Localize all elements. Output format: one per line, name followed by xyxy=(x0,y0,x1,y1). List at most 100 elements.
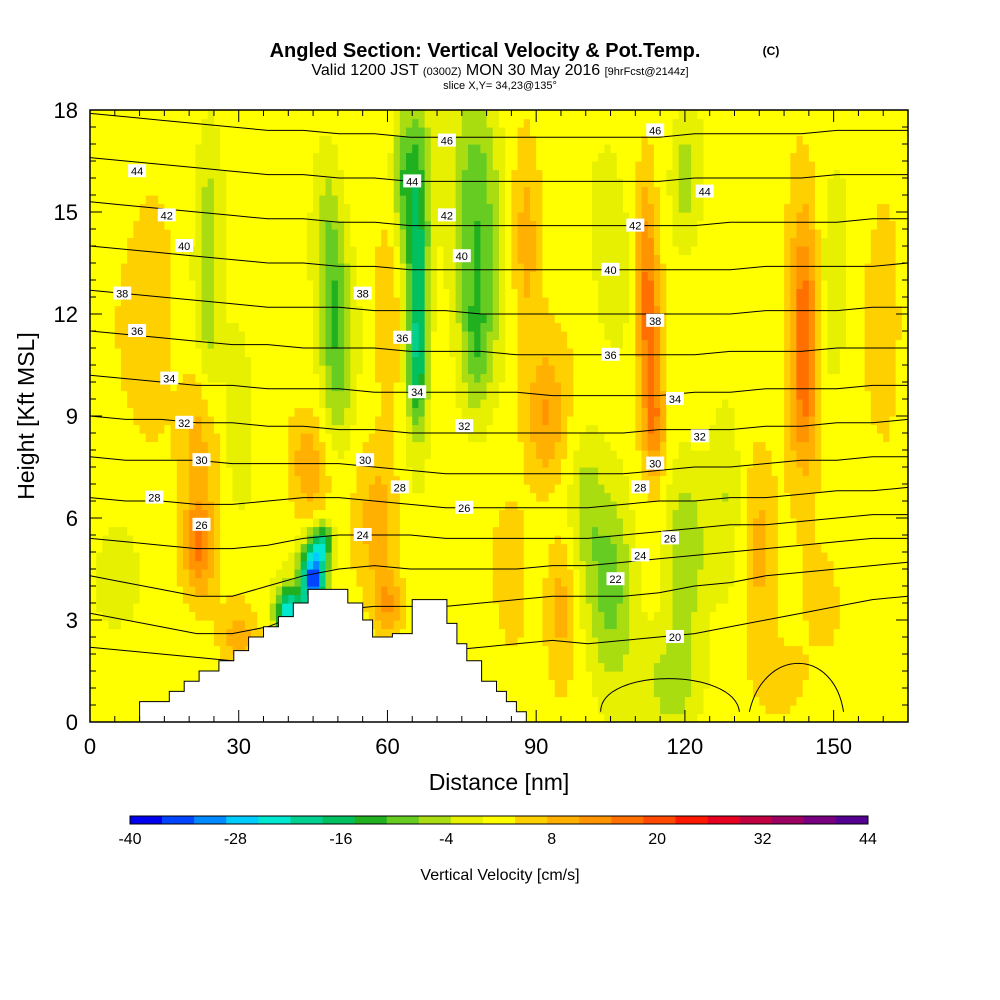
velocity-cell xyxy=(300,560,308,570)
velocity-cell xyxy=(474,144,482,154)
velocity-cell xyxy=(108,475,116,485)
velocity-cell xyxy=(189,178,196,188)
velocity-cell xyxy=(443,458,451,468)
velocity-cell xyxy=(362,169,370,179)
velocity-cell xyxy=(511,135,519,145)
velocity-cell xyxy=(201,586,209,596)
velocity-cell xyxy=(226,288,234,298)
velocity-cell xyxy=(424,407,432,417)
velocity-cell xyxy=(170,543,178,553)
velocity-cell xyxy=(393,560,401,570)
velocity-cell xyxy=(443,526,451,536)
velocity-cell xyxy=(244,577,252,587)
velocity-cell xyxy=(288,288,296,298)
velocity-cell xyxy=(331,450,339,460)
velocity-cell xyxy=(331,152,339,162)
velocity-cell xyxy=(306,382,314,392)
velocity-cell xyxy=(213,560,221,570)
velocity-cell xyxy=(393,552,401,562)
velocity-cell xyxy=(393,543,401,553)
velocity-cell xyxy=(213,229,221,239)
velocity-cell xyxy=(269,611,277,621)
velocity-cell xyxy=(313,110,320,120)
velocity-cell xyxy=(461,509,469,519)
velocity-cell xyxy=(437,229,444,239)
velocity-cell xyxy=(170,246,178,256)
velocity-cell xyxy=(368,560,376,570)
velocity-cell xyxy=(362,586,370,596)
velocity-cell xyxy=(176,603,184,613)
velocity-cell xyxy=(158,535,165,545)
velocity-cell xyxy=(96,637,103,647)
velocity-cell xyxy=(120,679,128,689)
velocity-cell xyxy=(120,662,128,672)
velocity-cell xyxy=(182,263,190,273)
velocity-cell xyxy=(418,535,426,545)
velocity-cell xyxy=(424,390,432,400)
velocity-cell xyxy=(251,526,258,536)
velocity-cell xyxy=(381,127,389,137)
velocity-cell xyxy=(325,441,333,451)
velocity-cell xyxy=(238,365,246,375)
velocity-cell xyxy=(251,416,258,426)
velocity-cell xyxy=(96,424,103,434)
velocity-cell xyxy=(406,195,413,205)
velocity-cell xyxy=(213,526,221,536)
velocity-cell xyxy=(257,288,265,298)
velocity-cell xyxy=(468,220,475,230)
velocity-cell xyxy=(269,382,277,392)
velocity-cell xyxy=(90,433,97,443)
velocity-cell xyxy=(412,195,420,205)
velocity-cell xyxy=(449,467,457,477)
velocity-cell xyxy=(158,297,165,307)
velocity-cell xyxy=(213,118,221,128)
velocity-cell xyxy=(381,467,389,477)
velocity-cell xyxy=(108,492,116,502)
velocity-cell xyxy=(108,696,116,706)
velocity-cell xyxy=(492,535,500,545)
velocity-cell xyxy=(319,509,327,519)
velocity-cell xyxy=(158,339,165,349)
velocity-cell xyxy=(437,382,444,392)
velocity-cell xyxy=(164,169,172,179)
velocity-cell xyxy=(375,271,382,281)
velocity-cell xyxy=(381,118,389,128)
velocity-cell xyxy=(207,365,215,375)
velocity-cell xyxy=(257,628,265,638)
velocity-cell xyxy=(499,492,506,502)
velocity-cell xyxy=(182,305,190,315)
velocity-cell xyxy=(492,492,500,502)
velocity-cell xyxy=(393,237,401,247)
velocity-cell xyxy=(381,543,389,553)
velocity-cell xyxy=(455,509,463,519)
velocity-cell xyxy=(499,424,506,434)
velocity-cell xyxy=(362,263,370,273)
velocity-cell xyxy=(337,229,345,239)
velocity-cell xyxy=(331,186,339,196)
velocity-cell xyxy=(474,127,482,137)
velocity-cell xyxy=(387,509,395,519)
velocity-cell xyxy=(195,603,203,613)
velocity-cell xyxy=(393,110,401,120)
velocity-cell xyxy=(418,186,426,196)
velocity-cell xyxy=(170,424,178,434)
velocity-cell xyxy=(399,271,407,281)
velocity-cell xyxy=(344,144,351,154)
velocity-cell xyxy=(176,407,184,417)
velocity-cell xyxy=(238,186,246,196)
velocity-cell xyxy=(90,288,97,298)
velocity-cell xyxy=(269,535,277,545)
velocity-cell xyxy=(325,212,333,222)
velocity-cell xyxy=(238,288,246,298)
velocity-cell xyxy=(313,186,320,196)
velocity-cell xyxy=(474,297,482,307)
velocity-cell xyxy=(251,229,258,239)
velocity-cell xyxy=(412,560,420,570)
velocity-cell xyxy=(319,424,327,434)
velocity-cell xyxy=(182,331,190,341)
velocity-cell xyxy=(443,390,451,400)
velocity-cell xyxy=(356,390,364,400)
velocity-cell xyxy=(269,127,277,137)
velocity-cell xyxy=(244,246,252,256)
velocity-cell xyxy=(170,611,178,621)
